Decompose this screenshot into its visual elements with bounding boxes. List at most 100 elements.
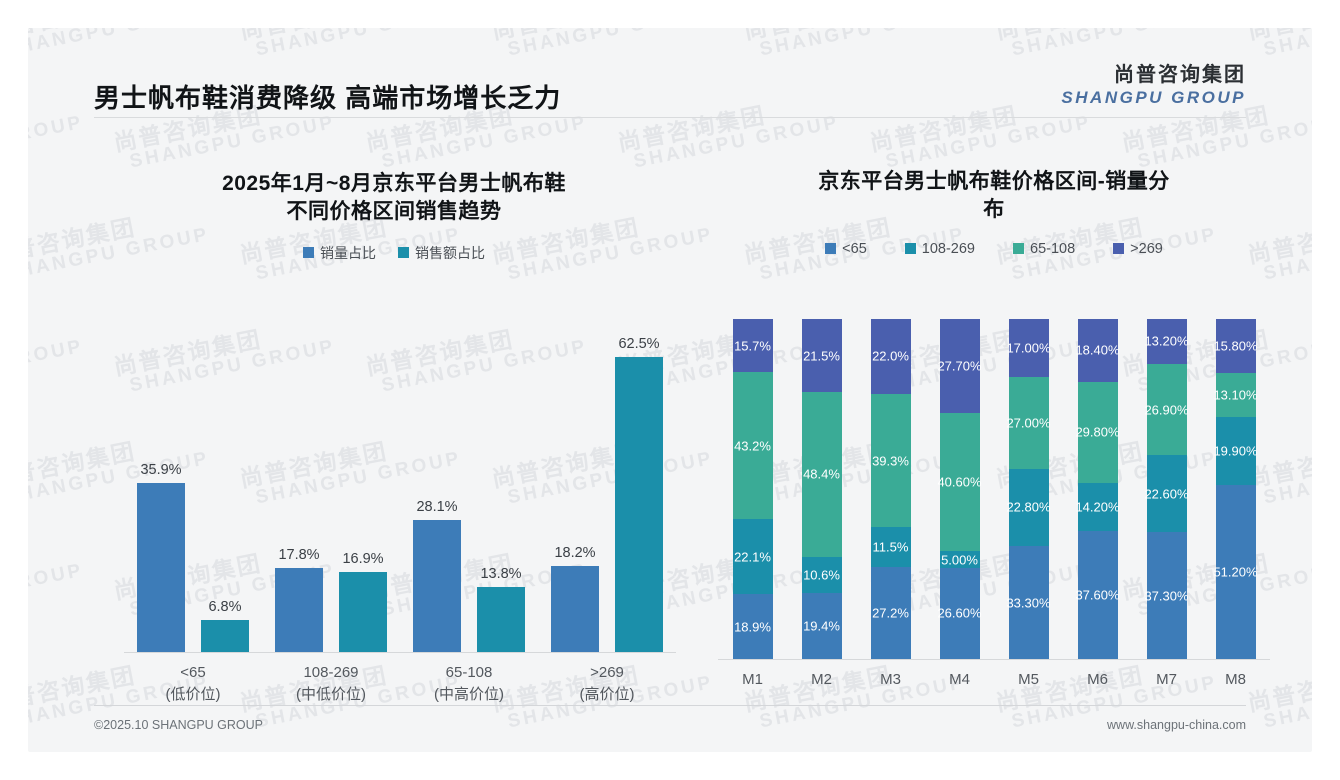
stacked-bar-segment[interactable]: 22.1% <box>732 519 773 595</box>
stacked-bar-segment[interactable]: 15.7% <box>732 319 773 373</box>
bar-column[interactable]: 18.2% <box>551 322 599 652</box>
logo-chinese-text: 尚普咨询集团 <box>1114 64 1246 86</box>
stacked-bar-segment[interactable]: 33.30% <box>1006 546 1051 660</box>
bar-column[interactable]: 13.8% <box>477 322 525 652</box>
left-chart-bar-groups: 35.9% 6.8% 17.8% 16.9% 28.1% 13.8% 18.2% 62.5% <box>124 322 676 652</box>
bar-value-label: 18.2% <box>554 545 596 562</box>
bar-column[interactable]: 16.9% <box>339 322 387 652</box>
stacked-bar-segment[interactable]: 5.00% <box>939 551 980 569</box>
stacked-bar-segment[interactable]: 19.90% <box>1213 417 1258 485</box>
stacked-bar[interactable]: 18.40% 29.80% 14.20% 37.60% <box>1075 319 1120 659</box>
legend-item[interactable]: 108-269 <box>904 241 975 257</box>
stacked-segment-value-label: 27.70% <box>937 358 982 374</box>
stacked-bar-segment[interactable]: 40.60% <box>937 413 982 552</box>
header-divider <box>94 117 1246 118</box>
stacked-bar-segment[interactable]: 39.3% <box>870 393 911 528</box>
right-chart-title: 京东平台男士帆布鞋价格区间-销量分 布 <box>700 138 1288 225</box>
bar-column[interactable]: 6.8% <box>201 322 249 652</box>
stacked-bar-segment[interactable]: 37.60% <box>1075 531 1120 659</box>
stacked-bar-segment[interactable]: 13.10% <box>1213 372 1258 418</box>
x-axis-tick-label: M5 <box>1018 671 1039 688</box>
bar-column[interactable]: 17.8% <box>275 322 323 652</box>
stacked-segment-value-label: 29.80% <box>1075 424 1120 440</box>
stacked-bar-segment[interactable]: 29.80% <box>1075 381 1120 483</box>
legend-swatch-icon <box>904 243 916 255</box>
logo-english-text: SHANGPU GROUP <box>1061 87 1246 107</box>
stacked-segment-value-label: 37.60% <box>1075 587 1120 603</box>
stacked-bar-segment[interactable]: 43.2% <box>732 372 773 520</box>
stacked-bar-segment[interactable]: 18.9% <box>732 594 773 659</box>
stacked-bar-segment[interactable]: 51.20% <box>1213 484 1258 659</box>
stacked-bar-segment[interactable]: 18.40% <box>1075 319 1120 382</box>
legend-item[interactable]: 销售额占比 <box>398 243 485 263</box>
legend-item[interactable]: <65 <box>825 241 867 257</box>
legend-swatch-icon <box>825 243 837 255</box>
legend-item[interactable]: 销量占比 <box>303 243 376 263</box>
stacked-bar-segment[interactable]: 14.20% <box>1075 482 1120 532</box>
stacked-segment-value-label: 14.20% <box>1075 499 1120 515</box>
x-axis-tick-label: >269 (高价位) <box>538 656 676 708</box>
stacked-bar-segment[interactable]: 19.4% <box>801 592 842 659</box>
stacked-bar-segment[interactable]: 27.70% <box>937 319 982 414</box>
stacked-bar-segment[interactable]: 37.30% <box>1144 532 1189 659</box>
stacked-segment-value-label: 48.4% <box>803 466 840 482</box>
stacked-segment-value-label: 51.20% <box>1213 564 1258 580</box>
bar-column[interactable]: 35.9% <box>137 322 185 652</box>
stacked-bar-segment[interactable]: 22.60% <box>1144 455 1189 533</box>
bar-column[interactable]: 28.1% <box>413 322 461 652</box>
stacked-segment-value-label: 19.4% <box>803 618 840 634</box>
stacked-bar[interactable]: 15.80% 13.10% 19.90% 51.20% <box>1213 319 1258 659</box>
bar[interactable] <box>137 482 185 652</box>
legend-item[interactable]: >269 <box>1113 241 1163 257</box>
stacked-segment-value-label: 13.20% <box>1144 333 1189 349</box>
stacked-bar-segment[interactable]: 15.80% <box>1213 319 1258 373</box>
stacked-bar[interactable]: 22.0% 39.3% 11.5% 27.2% <box>870 319 911 659</box>
bar[interactable] <box>615 357 663 652</box>
bar[interactable] <box>275 568 323 652</box>
stacked-bar[interactable]: 15.7% 43.2% 22.1% 18.9% <box>732 319 773 659</box>
stacked-bar-segment[interactable]: 11.5% <box>870 527 911 567</box>
stacked-bar-segment[interactable]: 17.00% <box>1006 319 1051 377</box>
stacked-bar-segment[interactable]: 48.4% <box>801 392 842 557</box>
stacked-bar[interactable]: 17.00% 27.00% 22.80% 33.30% <box>1006 319 1051 660</box>
bar[interactable] <box>201 619 249 652</box>
stacked-bar[interactable]: 21.5% 48.4% 10.6% 19.4% <box>801 319 842 659</box>
stacked-segment-value-label: 26.60% <box>937 605 982 621</box>
stacked-bar-segment[interactable]: 22.0% <box>870 319 911 394</box>
stacked-bar-segment[interactable]: 27.00% <box>1006 376 1051 469</box>
legend-item-label: >269 <box>1130 240 1163 257</box>
stacked-bar[interactable]: 27.70% 40.60% 5.00% 26.60% <box>937 319 982 659</box>
bar[interactable] <box>551 566 599 652</box>
bar-column[interactable]: 62.5% <box>615 322 663 652</box>
x-axis-tick-label: 65-108 (中高价位) <box>400 656 538 708</box>
x-tick-range: 65-108 <box>445 664 493 681</box>
stacked-bar[interactable]: 13.20% 26.90% 22.60% 37.30% <box>1144 319 1189 659</box>
stacked-bar-segment[interactable]: 26.60% <box>937 568 982 659</box>
footer-divider <box>94 705 1246 706</box>
bar[interactable] <box>339 572 387 652</box>
x-axis-tick-label: M4 <box>949 671 970 688</box>
stacked-bar-group: 17.00% 27.00% 22.80% 33.30% <box>994 319 1063 660</box>
stacked-bar-segment[interactable]: 22.80% <box>1006 468 1051 547</box>
bar[interactable] <box>413 519 461 652</box>
stacked-segment-value-label: 19.90% <box>1213 443 1258 459</box>
stacked-bar-segment[interactable]: 13.20% <box>1144 319 1189 364</box>
stacked-bar-segment[interactable]: 21.5% <box>801 319 842 393</box>
bar-value-label: 17.8% <box>278 547 320 564</box>
bar-value-label: 6.8% <box>208 598 242 615</box>
stacked-bar-segment[interactable]: 26.90% <box>1144 363 1189 456</box>
bar-group: 17.8% 16.9% <box>262 322 400 652</box>
legend-item[interactable]: 65-108 <box>1013 241 1075 257</box>
stacked-bar-group: 18.40% 29.80% 14.20% 37.60% <box>1063 319 1132 659</box>
stacked-segment-value-label: 5.00% <box>941 552 978 568</box>
bar-value-label: 62.5% <box>618 336 660 353</box>
stacked-segment-value-label: 21.5% <box>803 348 840 364</box>
x-axis-tick-label: M1 <box>742 671 763 688</box>
bar-group: 28.1% 13.8% <box>400 322 538 652</box>
bar[interactable] <box>477 586 525 652</box>
stacked-bar-segment[interactable]: 27.2% <box>870 566 911 659</box>
stacked-bar-segment[interactable]: 10.6% <box>801 556 842 593</box>
x-axis-tick-label: M2 <box>811 671 832 688</box>
